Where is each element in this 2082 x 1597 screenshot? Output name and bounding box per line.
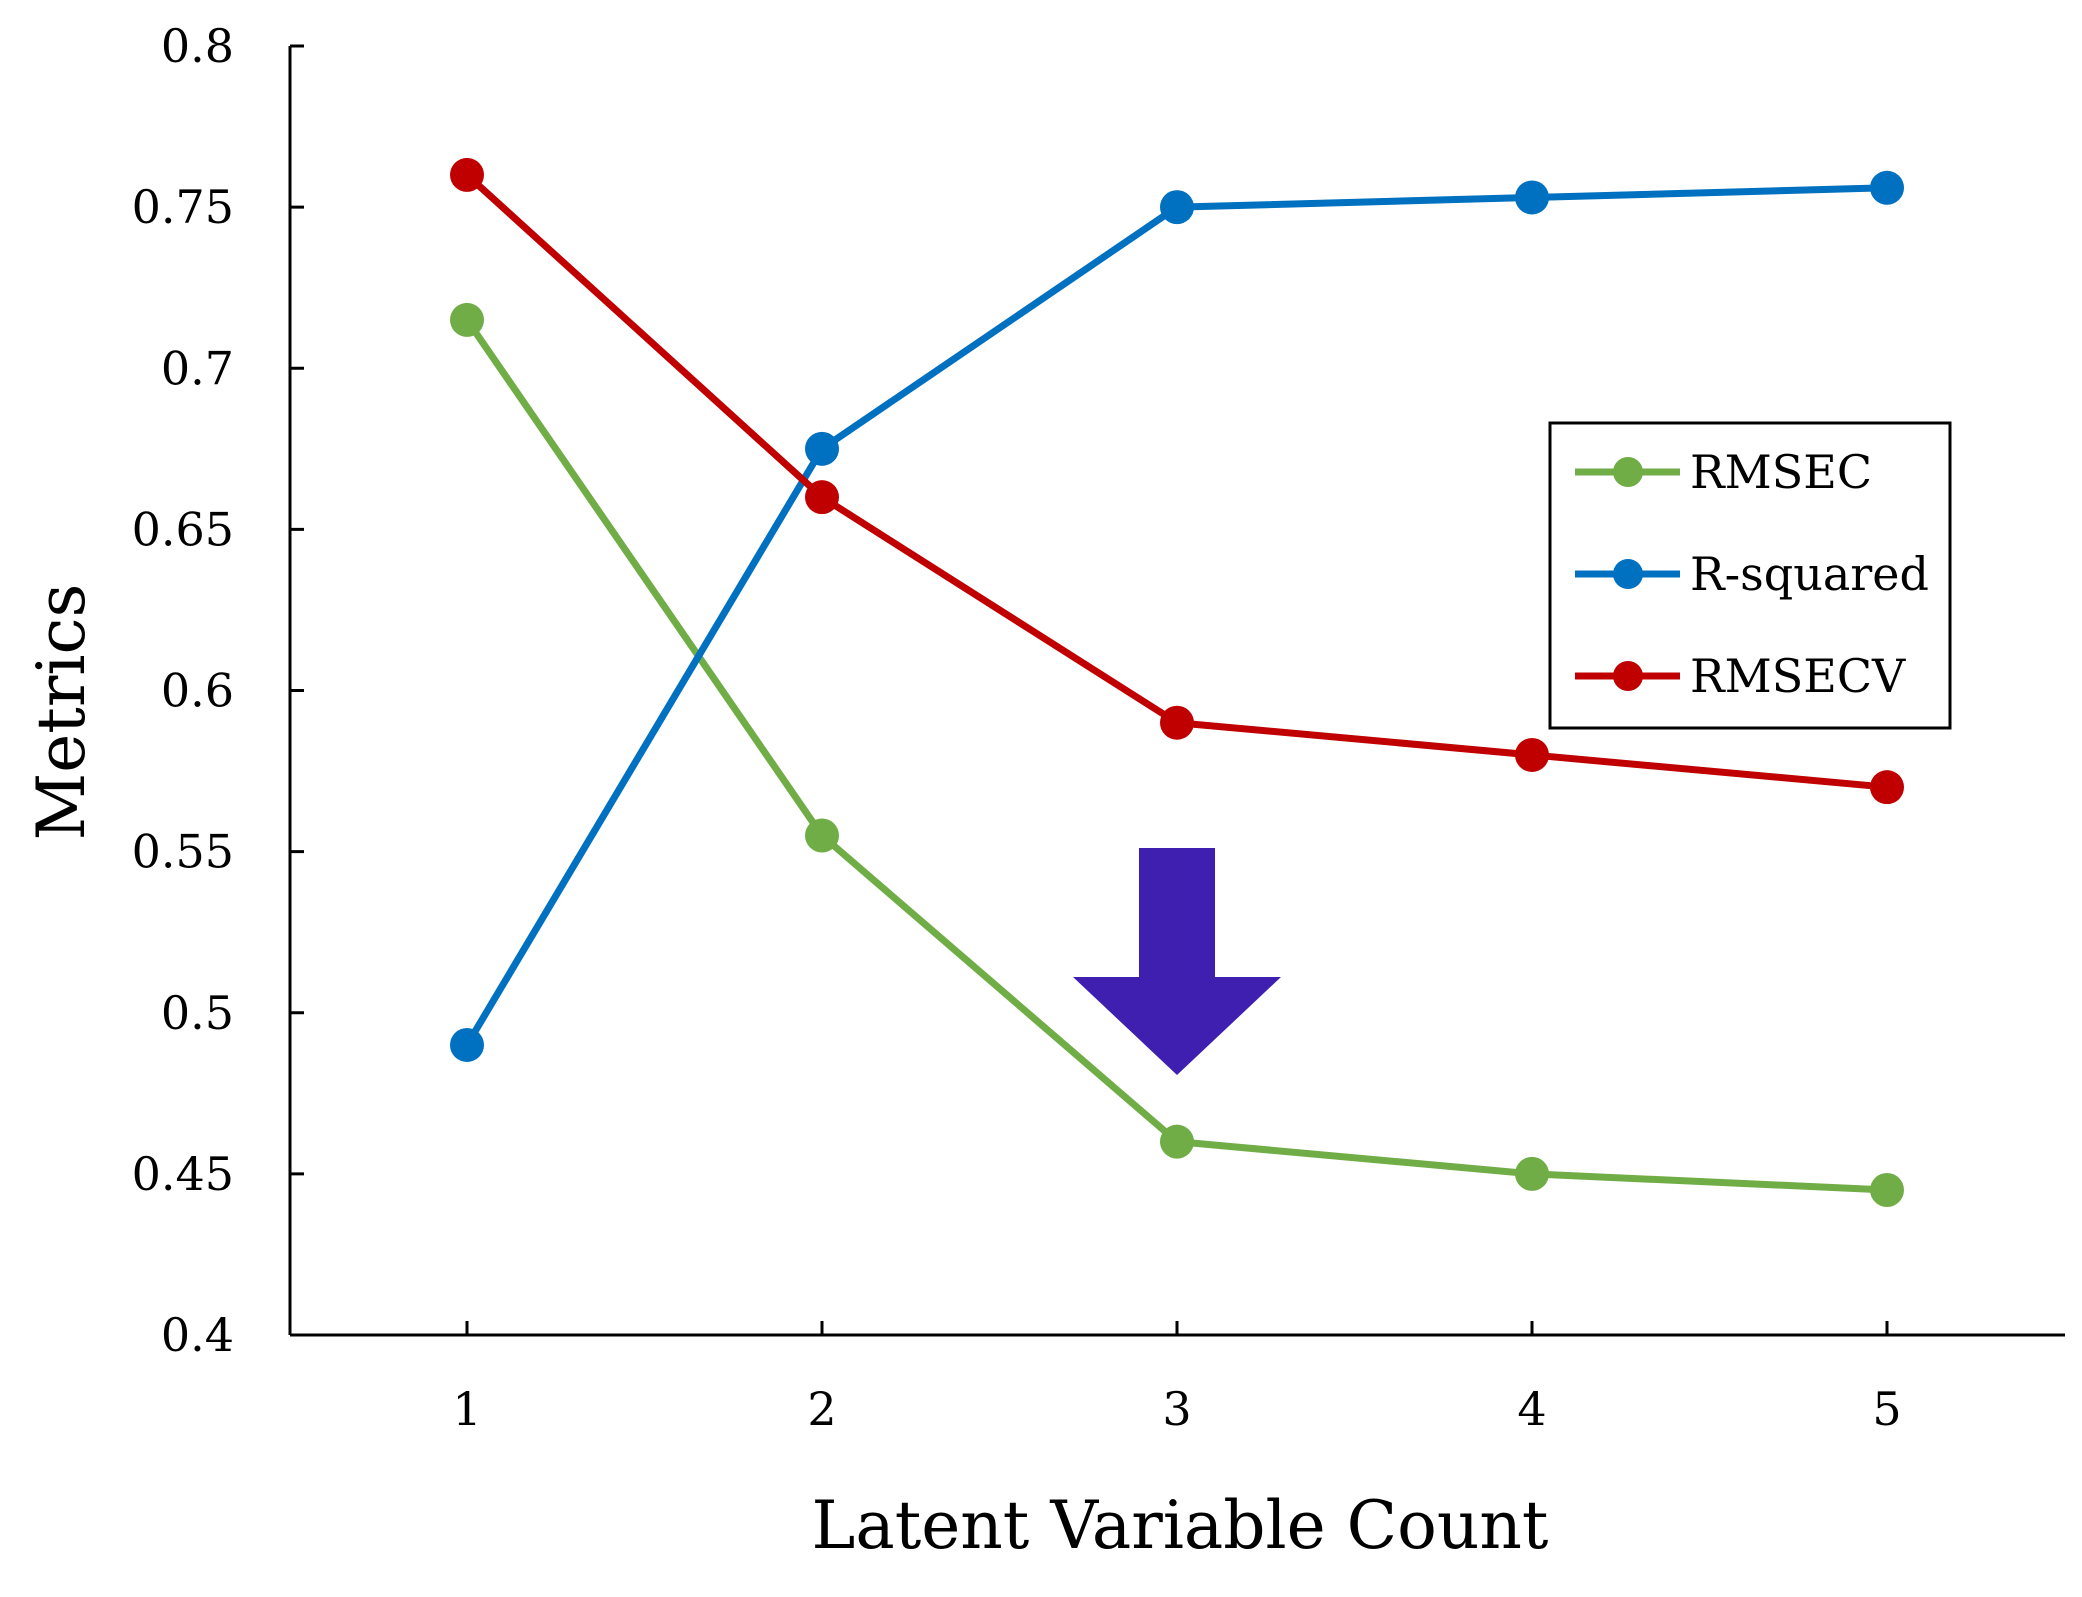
- x-ticks: 1 2 3 4 5: [452, 1321, 1902, 1436]
- x-tick-label: 1: [452, 1382, 481, 1436]
- data-point-rmsecv: [1160, 705, 1194, 740]
- down-arrow-icon: [1073, 848, 1281, 1075]
- legend-swatch-marker-rmsecv: [1613, 661, 1643, 691]
- y-tick-label: 0.5: [161, 986, 234, 1040]
- data-point-rmsecv: [1870, 770, 1904, 805]
- data-point-r-squared: [450, 1027, 484, 1062]
- data-point-rmsecv: [1515, 737, 1549, 772]
- data-point-rmsec: [1160, 1124, 1194, 1159]
- legend-label-rmsec: RMSEC: [1690, 445, 1872, 499]
- x-tick-label: 5: [1872, 1382, 1901, 1436]
- legend-swatch-marker-r-squared: [1613, 559, 1643, 589]
- data-point-rmsec: [1515, 1156, 1549, 1191]
- data-point-rmsec: [1870, 1172, 1904, 1207]
- y-axis-title: Metrics: [23, 584, 100, 841]
- data-point-r-squared: [1160, 190, 1194, 225]
- series-points: [450, 157, 1904, 1207]
- x-tick-label: 4: [1517, 1382, 1546, 1436]
- y-tick-label: 0.65: [132, 502, 234, 556]
- legend: RMSEC R-squared RMSECV: [1548, 421, 1952, 730]
- data-point-rmsecv: [805, 480, 839, 515]
- x-tick-label: 3: [1162, 1382, 1191, 1436]
- data-point-r-squared: [1515, 180, 1549, 215]
- y-tick-label: 0.75: [132, 180, 234, 234]
- legend-label-rmsecv: RMSECV: [1690, 649, 1906, 703]
- data-point-rmsecv: [450, 157, 484, 192]
- y-tick-label: 0.45: [132, 1147, 234, 1201]
- y-ticks: 0.4 0.45 0.5 0.55 0.6 0.65 0.7 0.75 0.8: [132, 19, 304, 1362]
- data-point-rmsec: [450, 302, 484, 337]
- x-axis-title: Latent Variable Count: [812, 1487, 1549, 1564]
- data-point-r-squared: [805, 431, 839, 466]
- legend-label-r-squared: R-squared: [1690, 547, 1929, 601]
- data-point-rmsec: [805, 818, 839, 853]
- y-tick-label: 0.7: [161, 341, 234, 395]
- y-tick-label: 0.55: [132, 825, 234, 879]
- annotation-layer: [1073, 848, 1281, 1075]
- y-tick-label: 0.6: [161, 664, 234, 718]
- data-point-r-squared: [1870, 170, 1904, 205]
- y-tick-label: 0.8: [161, 19, 234, 73]
- y-tick-label: 0.4: [161, 1308, 234, 1362]
- x-tick-label: 2: [807, 1382, 836, 1436]
- legend-swatch-marker-rmsec: [1613, 457, 1643, 487]
